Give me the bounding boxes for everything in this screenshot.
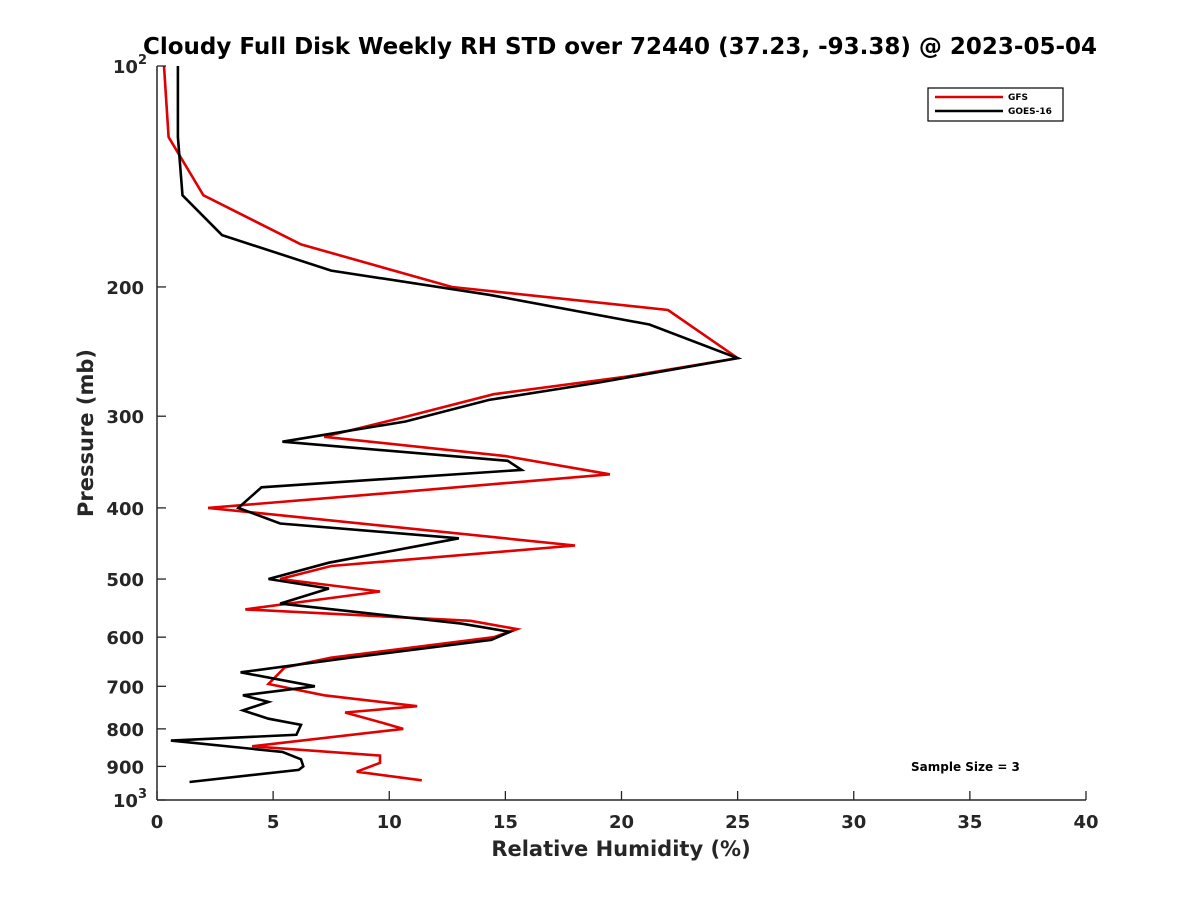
x-axis-ticks: 0 5 10 15 20 25 30 35 40 (151, 791, 1099, 833)
x-tick-label: 40 (1073, 812, 1098, 833)
y-tick-label: 200 (106, 278, 144, 299)
x-tick-label: 0 (151, 812, 164, 833)
chart-title: Cloudy Full Disk Weekly RH STD over 7244… (143, 34, 1097, 60)
y-tick-label: 300 (106, 407, 144, 428)
sample-size-annotation: Sample Size = 3 (911, 760, 1020, 774)
y-tick-label: 400 (106, 499, 144, 520)
legend-box (927, 87, 1064, 122)
y-tick-label: 800 (106, 720, 144, 741)
x-tick-label: 30 (841, 812, 866, 833)
y-tick-label-exponent: 3 (138, 787, 147, 802)
y-tick-label-base: 10 (113, 791, 138, 812)
x-tick-label: 35 (957, 812, 982, 833)
y-tick-label: 103 (113, 787, 147, 812)
series-line-gfs (162, 65, 741, 782)
legend-label-gfs: GFS (1008, 93, 1028, 103)
y-tick-label: 900 (106, 757, 144, 778)
x-axis-label: Relative Humidity (%) (491, 837, 750, 861)
y-axis-label: Pressure (mb) (74, 349, 98, 517)
y-tick-label: 600 (106, 628, 144, 649)
x-tick-label: 5 (267, 812, 280, 833)
y-tick-label: 500 (106, 570, 144, 591)
x-tick-label: 20 (609, 812, 634, 833)
x-tick-label: 25 (725, 812, 750, 833)
x-tick-label: 15 (493, 812, 518, 833)
y-tick-label: 102 (113, 53, 147, 78)
x-tick-label: 10 (377, 812, 402, 833)
y-tick-label-exponent: 2 (138, 53, 147, 68)
y-tick-label-base: 10 (113, 57, 138, 78)
plot-lines (162, 65, 743, 784)
legend: GFS GOES-16 (927, 87, 1064, 122)
y-tick-label: 700 (106, 677, 144, 698)
series-line-goes16 (170, 66, 743, 784)
legend-label-goes16: GOES-16 (1008, 107, 1052, 117)
